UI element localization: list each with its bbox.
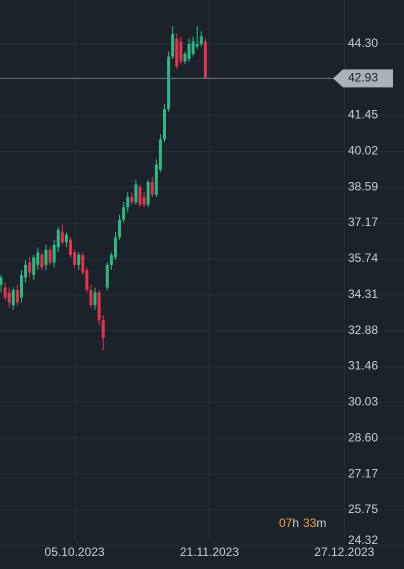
candle-body	[163, 109, 167, 140]
candle-body	[187, 43, 191, 60]
candle-body	[158, 139, 162, 170]
countdown-minutes-unit: m	[316, 516, 326, 530]
countdown: 07h 33m	[279, 516, 326, 530]
candle-body	[44, 249, 48, 265]
candle-body	[126, 197, 130, 208]
candle-body	[93, 292, 97, 306]
y-tick-label: 28.60	[348, 430, 378, 444]
candle-body	[203, 41, 207, 79]
candle-body	[11, 290, 15, 306]
candle-body	[199, 36, 203, 44]
y-tick-label: 37.17	[348, 215, 378, 229]
y-tick-label: 25.75	[348, 502, 378, 516]
candle-body	[191, 41, 195, 54]
candle-body	[118, 219, 122, 238]
candle-body	[0, 277, 3, 286]
y-tick-label: 24.32	[348, 533, 378, 547]
candle-body	[28, 262, 32, 273]
candle-body	[40, 254, 44, 268]
candle-body	[183, 53, 187, 62]
countdown-minutes: 33	[303, 516, 317, 530]
candle-body	[146, 182, 150, 205]
y-tick-label: 31.46	[348, 359, 378, 373]
y-tick-label: 34.31	[348, 287, 378, 301]
y-tick-label: 44.30	[348, 36, 378, 50]
y-tick-label: 30.03	[348, 394, 378, 408]
candle-body	[19, 274, 23, 298]
candle-body	[175, 38, 179, 67]
candle-body	[64, 234, 68, 243]
candle-body	[101, 320, 105, 338]
candle-body	[85, 269, 89, 291]
candle-body	[179, 41, 183, 62]
candle-body	[77, 254, 81, 265]
last-price-badge	[333, 69, 393, 88]
candle-body	[52, 244, 56, 263]
candle-body	[167, 56, 171, 110]
candle-body	[105, 264, 109, 288]
candle-body	[109, 254, 113, 265]
y-tick-label: 38.59	[348, 180, 378, 194]
candle-body	[113, 237, 117, 258]
candle-body	[73, 252, 77, 265]
candle-body	[89, 290, 93, 306]
candle-body	[7, 292, 11, 303]
candle-body	[154, 164, 158, 195]
candle-body	[97, 292, 101, 321]
candle-body	[36, 252, 40, 265]
y-tick-label: 35.74	[348, 251, 378, 265]
candle-body	[138, 187, 142, 205]
candle-body	[171, 33, 175, 57]
candle-body	[32, 257, 36, 275]
candle-body	[48, 249, 52, 263]
candle-body	[24, 264, 28, 278]
countdown-hours-unit: h	[292, 516, 299, 530]
candle-body	[195, 43, 199, 47]
candle-body	[56, 229, 60, 248]
y-tick-label: 27.17	[348, 466, 378, 480]
candle-body	[69, 239, 73, 255]
candle-body	[15, 290, 19, 303]
candle-body	[60, 232, 64, 243]
candle-body	[134, 184, 138, 203]
candle-body	[122, 207, 126, 220]
countdown-hours: 07	[279, 516, 293, 530]
y-tick-label: 40.02	[348, 144, 378, 158]
candle-body	[142, 197, 146, 205]
y-tick-label: 32.88	[348, 323, 378, 337]
candle-body	[130, 197, 134, 203]
last-price-label: 42.93	[348, 71, 378, 85]
candle-body	[81, 254, 85, 273]
x-tick-label: 21.11.2023	[180, 545, 239, 559]
candle-body	[3, 287, 7, 298]
y-tick-label: 41.45	[348, 108, 378, 122]
x-tick-label: 05.10.2023	[45, 545, 105, 559]
candle-body	[150, 182, 154, 195]
x-tick-label: 27.12.2023	[314, 545, 374, 559]
